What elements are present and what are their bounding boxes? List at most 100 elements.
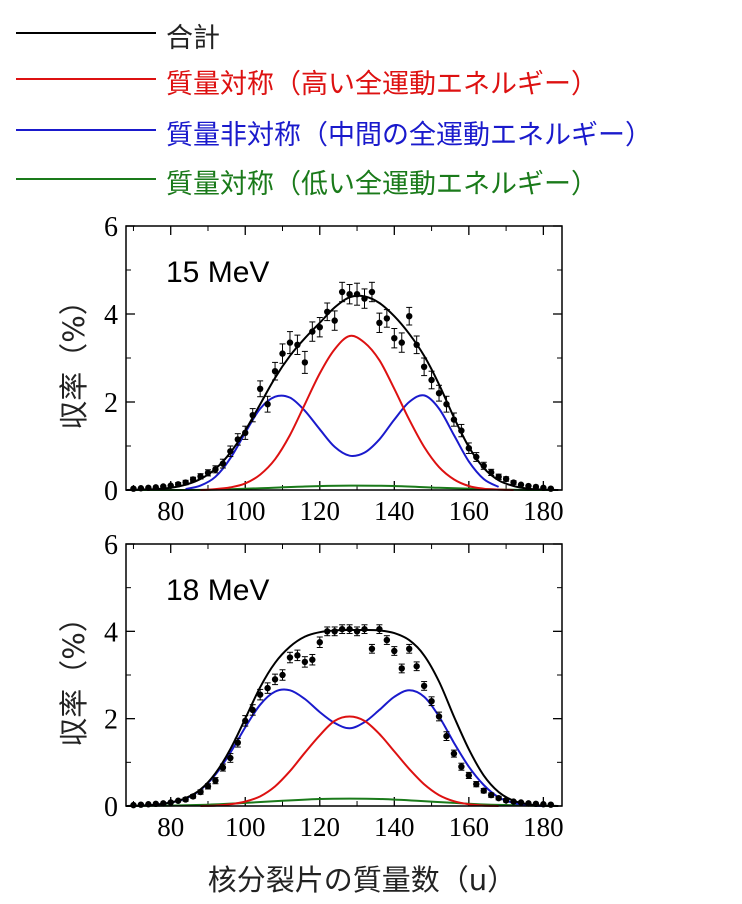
x-tick-label: 100 (225, 812, 266, 842)
chart-title: 15 MeV (166, 256, 269, 289)
data-point (227, 448, 234, 455)
data-point (458, 427, 465, 434)
legend-item-symmetric-high-tke: 質量対称（高い全運動エネルギー） (10, 60, 730, 100)
data-point (137, 801, 145, 808)
chart-title: 18 MeV (166, 574, 269, 607)
data-point (435, 713, 443, 720)
data-point (547, 485, 555, 492)
data-point (465, 445, 473, 452)
legend-item-asymmetric-mid-tke: 質量非対称（中間の全運動エネルギー） (10, 111, 730, 151)
data-point (443, 401, 450, 408)
data-point (487, 469, 495, 476)
data-point (391, 647, 398, 655)
data-point (353, 628, 361, 635)
data-point (383, 636, 391, 644)
data-point (294, 652, 301, 659)
chart-18mev: 80 100 120 140 160 180 0 2 4 6 18 MeV 収率（%） (57, 530, 564, 842)
data-point (294, 341, 301, 348)
data-point (256, 385, 264, 392)
data-point (532, 483, 540, 491)
x-tick-label: 120 (300, 812, 341, 842)
data-point (510, 479, 517, 486)
y-tick-label: 2 (104, 705, 118, 736)
data-point (197, 473, 204, 480)
data-point (174, 797, 182, 804)
data-point (525, 482, 532, 490)
legend-line-symmetric-low-tke (16, 178, 156, 180)
x-tick-label: 180 (523, 812, 564, 842)
series-line (200, 715, 499, 807)
data-point (473, 780, 480, 788)
series-line (125, 294, 559, 491)
data-point (413, 341, 420, 348)
data-point (473, 453, 480, 461)
series-line (185, 394, 500, 491)
data-point (271, 676, 279, 683)
data-point (309, 328, 316, 335)
data-point (242, 717, 249, 725)
data-point (167, 799, 174, 806)
data-point (324, 308, 331, 315)
x-tick-label: 180 (523, 496, 564, 526)
data-point (398, 665, 405, 672)
data-point (525, 800, 532, 807)
data-point (256, 691, 264, 698)
data-point (204, 469, 212, 477)
chart-15mev: 80 100 120 140 160 180 0 2 4 6 15 MeV 収率（%） (57, 212, 564, 526)
series-line (200, 334, 514, 491)
data-point (234, 436, 241, 443)
data-point (435, 390, 443, 397)
data-point (450, 750, 458, 757)
series-line (125, 797, 559, 807)
data-point (174, 481, 182, 488)
x-tick-label: 140 (374, 812, 415, 842)
data-point (189, 793, 197, 800)
data-point (279, 671, 286, 679)
data-point (502, 475, 510, 483)
data-point (316, 639, 323, 646)
data-point (160, 483, 167, 490)
data-point (376, 319, 383, 326)
data-point (324, 628, 331, 635)
data-point (219, 764, 227, 771)
data-point (219, 460, 227, 467)
data-point (458, 763, 465, 770)
data-point (428, 376, 435, 384)
data-point (152, 484, 160, 491)
y-axis-label: 収率（%） (57, 603, 91, 747)
data-point (398, 339, 405, 346)
data-point (406, 645, 413, 652)
data-point (450, 416, 458, 423)
data-point (487, 791, 495, 799)
x-tick-label: 100 (225, 496, 266, 526)
data-point (338, 625, 346, 633)
data-point (443, 732, 450, 740)
y-tick-label: 0 (104, 476, 118, 507)
data-point (428, 698, 435, 705)
data-point (234, 739, 241, 746)
legend-label-asymmetric-mid-tke: 質量非対称（中間の全運動エネルギー） (166, 120, 652, 151)
data-point (182, 796, 189, 803)
x-tick-label: 160 (449, 812, 490, 842)
data-point (331, 628, 338, 635)
data-point (301, 658, 309, 666)
data-point (420, 682, 428, 690)
data-point (517, 799, 525, 806)
data-point (130, 801, 137, 809)
legend-label-symmetric-low-tke: 質量対称（低い全運動エネルギー） (166, 169, 598, 200)
y-tick-label: 0 (104, 792, 118, 823)
legend-line-symmetric-high-tke (16, 78, 156, 80)
data-point (160, 800, 167, 807)
data-point (130, 485, 137, 492)
data-point (286, 339, 294, 346)
y-axis-label: 収率（%） (57, 286, 91, 430)
data-point (249, 706, 256, 714)
data-point (495, 473, 502, 480)
data-point (368, 288, 376, 296)
data-point (420, 363, 428, 370)
data-point (227, 754, 234, 762)
data-point (189, 476, 197, 483)
data-point (368, 645, 376, 652)
y-tick-label: 2 (104, 388, 118, 419)
